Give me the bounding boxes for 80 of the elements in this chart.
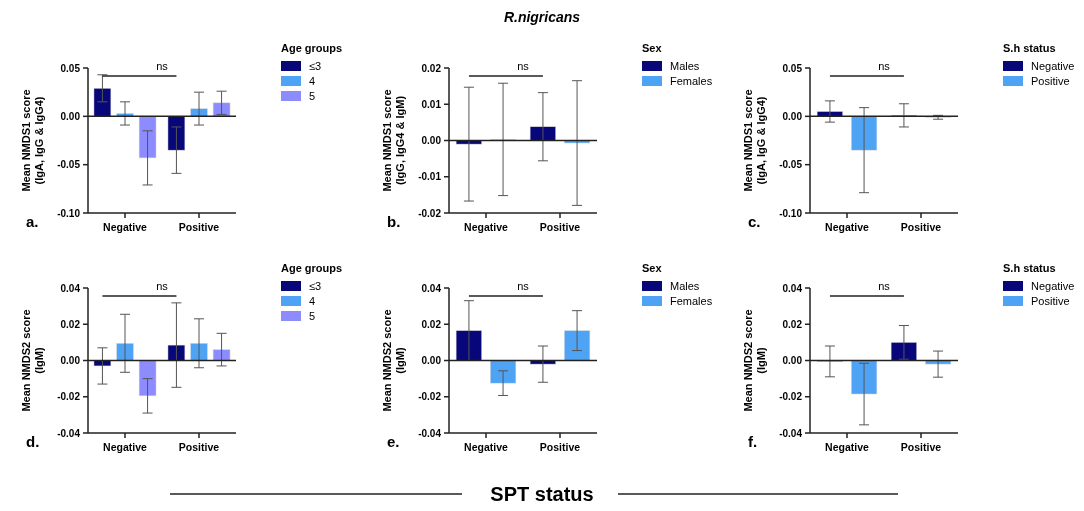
x-tick-label: Negative bbox=[103, 221, 148, 233]
legend-label: Males bbox=[670, 59, 700, 72]
text: f. bbox=[748, 433, 758, 450]
y-tick-label: -0.02 bbox=[779, 391, 803, 403]
annotation: ns bbox=[156, 280, 169, 292]
legend-label: Females bbox=[670, 74, 713, 87]
legend-label: Positive bbox=[1031, 74, 1070, 87]
y-axis-title: Mean NMDS2 score (IgM) bbox=[19, 309, 45, 412]
x-tick-label: Positive bbox=[900, 441, 942, 453]
annotation: ns bbox=[878, 60, 891, 72]
y-tick-label: -0.05 bbox=[779, 159, 803, 171]
y-tick-label: -0.01 bbox=[418, 171, 442, 183]
text: c. bbox=[748, 213, 761, 230]
y-tick-label: -0.05 bbox=[57, 159, 81, 171]
legend-label: Negative bbox=[1031, 59, 1075, 72]
x-tick-label: Negative bbox=[464, 221, 509, 233]
legend-label: 5 bbox=[309, 309, 316, 322]
x-axis-title: SPT status bbox=[490, 483, 594, 505]
y-tick-label: 0.01 bbox=[421, 98, 442, 110]
y-tick-label: -0.02 bbox=[418, 391, 442, 403]
legend-label: 4 bbox=[309, 294, 316, 307]
y-axis-title: Mean NMDS2 score (IgM) bbox=[741, 309, 767, 412]
annotation: ns bbox=[878, 280, 891, 292]
y-tick-label: 0.02 bbox=[60, 318, 81, 330]
y-tick-label: 0.04 bbox=[60, 282, 81, 294]
legend-label: 4 bbox=[309, 74, 316, 87]
text: b. bbox=[387, 213, 401, 230]
legend-title: Age groups bbox=[281, 262, 343, 274]
annotation: ns bbox=[517, 280, 530, 292]
annotation: ns bbox=[517, 60, 530, 72]
x-tick-label: Negative bbox=[825, 221, 870, 233]
x-tick-label: Positive bbox=[178, 441, 220, 453]
text: d. bbox=[26, 433, 40, 450]
y-axis-title: Mean NMDS1 score (IgA, IgG & IgG4) bbox=[741, 89, 767, 192]
y-tick-label: 0.05 bbox=[60, 62, 81, 74]
text: a. bbox=[26, 213, 39, 230]
legend-label: ≤3 bbox=[309, 279, 322, 292]
x-tick-label: Positive bbox=[539, 441, 581, 453]
y-axis-title: Mean NMDS2 score (IgM) bbox=[380, 309, 406, 412]
legend-title: Age groups bbox=[281, 42, 343, 54]
legend-label: Females bbox=[670, 294, 713, 307]
y-tick-label: -0.02 bbox=[418, 207, 442, 219]
legend-title: S.h status bbox=[1003, 262, 1056, 274]
text: e. bbox=[387, 433, 400, 450]
y-tick-label: -0.04 bbox=[779, 427, 803, 439]
legend-title: S.h status bbox=[1003, 42, 1056, 54]
y-tick-label: 0.02 bbox=[421, 62, 442, 74]
legend-label: Negative bbox=[1031, 279, 1075, 292]
y-axis-title: Mean NMDS1 score (IgA, IgG & IgG4) bbox=[19, 89, 45, 192]
y-tick-label: 0.02 bbox=[421, 318, 442, 330]
legend-title: Sex bbox=[642, 262, 663, 274]
y-tick-label: -0.10 bbox=[57, 207, 81, 219]
x-tick-label: Positive bbox=[539, 221, 581, 233]
y-tick-label: 0.00 bbox=[60, 355, 81, 366]
chart-title: R.nigricans bbox=[503, 9, 581, 25]
y-tick-label: 0.00 bbox=[60, 110, 81, 122]
y-tick-label: 0.04 bbox=[782, 282, 803, 294]
y-tick-label: 0.00 bbox=[782, 110, 803, 122]
x-tick-label: Positive bbox=[900, 221, 942, 233]
x-tick-label: Positive bbox=[178, 221, 220, 233]
y-tick-label: 0.02 bbox=[782, 318, 803, 330]
annotation: ns bbox=[156, 60, 169, 72]
y-tick-label: 0.05 bbox=[782, 62, 803, 74]
legend-label: ≤3 bbox=[309, 59, 322, 72]
x-tick-label: Negative bbox=[103, 441, 148, 453]
y-tick-label: -0.04 bbox=[57, 427, 81, 439]
y-tick-label: -0.10 bbox=[779, 207, 803, 219]
y-tick-label: 0.00 bbox=[421, 355, 442, 366]
legend-label: Males bbox=[670, 279, 700, 292]
y-axis-title: Mean NMDS1 score (IgG, IgG4 & IgM) bbox=[380, 89, 406, 192]
y-tick-label: -0.04 bbox=[418, 427, 442, 439]
y-tick-label: 0.00 bbox=[782, 355, 803, 366]
x-tick-label: Negative bbox=[825, 441, 870, 453]
y-tick-label: -0.02 bbox=[57, 391, 81, 403]
legend-label: 5 bbox=[309, 89, 316, 102]
y-tick-label: 0.00 bbox=[421, 135, 442, 146]
y-tick-label: 0.04 bbox=[421, 282, 442, 294]
legend-label: Positive bbox=[1031, 294, 1070, 307]
x-tick-label: Negative bbox=[464, 441, 509, 453]
legend-title: Sex bbox=[642, 42, 663, 54]
